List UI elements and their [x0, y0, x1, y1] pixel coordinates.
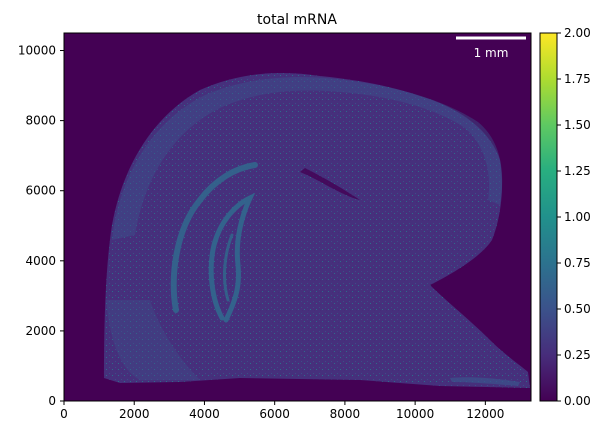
- hippocampus-inner-2: [223, 233, 234, 302]
- colorbar-tick-label: 0.50: [564, 302, 591, 316]
- x-tick-label: 10000: [396, 407, 434, 421]
- tissue-section: [104, 72, 530, 389]
- image-area: 1 mm: [64, 33, 531, 401]
- chart-title: total mRNA: [257, 12, 337, 28]
- y-tick-label: 4000: [25, 254, 56, 268]
- colorbar-tick-label: 1.75: [564, 72, 591, 86]
- colorbar-tick-label: 1.00: [564, 210, 591, 224]
- y-tick-label: 10000: [18, 44, 56, 58]
- y-axis: 0 2000 4000 6000 8000 10000: [18, 44, 64, 408]
- colorbar-tick-label: 0.75: [564, 256, 591, 270]
- colorbar-tick-label: 0.25: [564, 348, 591, 362]
- x-tick-label: 0: [60, 407, 68, 421]
- x-tick-label: 2000: [119, 407, 150, 421]
- colorbar-tick-label: 1.25: [564, 164, 591, 178]
- y-tick-label: 2000: [25, 324, 56, 338]
- hippocampus-outer: [170, 162, 258, 313]
- ventricle: [300, 168, 360, 200]
- lower-region: [106, 300, 200, 380]
- hippocampus-inner: [208, 192, 256, 323]
- y-tick-label: 6000: [25, 184, 56, 198]
- bottom-tract: [450, 377, 520, 386]
- axes-frame: [63, 32, 532, 402]
- colorbar-tick-label: 0.00: [564, 394, 591, 408]
- y-tick-label: 8000: [25, 114, 56, 128]
- colorbar-tick-label: 1.50: [564, 118, 591, 132]
- scale-bar-label: 1 mm: [474, 46, 509, 60]
- colorbar: [539, 32, 558, 402]
- x-tick-label: 6000: [259, 407, 290, 421]
- colorbar-tick-label: 2.00: [564, 26, 591, 40]
- x-tick-label: 8000: [330, 407, 361, 421]
- x-axis: 0 2000 4000 6000 8000 10000 12000: [60, 401, 504, 421]
- x-tick-label: 12000: [466, 407, 504, 421]
- colorbar-axis: 0.00 0.25 0.50 0.75 1.00 1.25 1.50 1.75 2.00: [557, 26, 591, 408]
- x-tick-label: 4000: [189, 407, 220, 421]
- y-tick-label: 0: [48, 394, 56, 408]
